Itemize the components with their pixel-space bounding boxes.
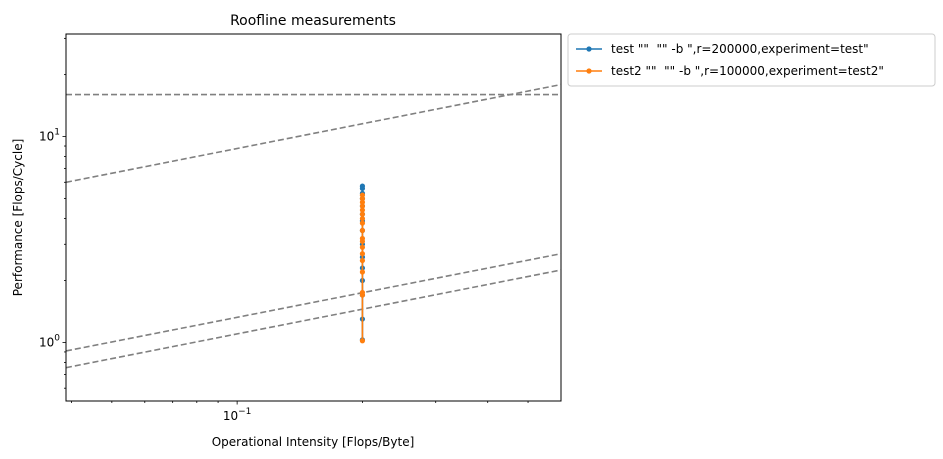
legend-box xyxy=(567,33,936,87)
series-2-point xyxy=(359,251,366,257)
series-1-point xyxy=(359,185,366,192)
roofline-line-4 xyxy=(66,269,561,369)
x-tick-label: 10−1 xyxy=(223,407,252,423)
roofline-line-2 xyxy=(66,83,561,184)
legend-entry-label: test2 "" "" -b ",r=100000,experiment=tes… xyxy=(611,64,884,78)
series-2-point xyxy=(359,227,366,234)
x-axis-ticks: 10−1 xyxy=(71,401,529,423)
series-2-point xyxy=(359,220,366,226)
legend-swatch-marker xyxy=(586,68,592,74)
y-tick-label: 101 xyxy=(39,128,60,144)
plot-frame xyxy=(65,33,562,402)
series-2-point xyxy=(359,195,366,202)
series-2-point xyxy=(359,292,366,298)
series-2-point xyxy=(359,203,366,209)
x-axis-label: Operational Intensity [Flops/Byte] xyxy=(212,435,415,449)
legend-entry-label: test "" "" -b ",r=200000,experiment=test… xyxy=(611,42,869,56)
y-axis-label: Performance [Flops/Cycle] xyxy=(11,139,25,297)
legend-swatch-marker xyxy=(586,46,592,52)
series-2-point xyxy=(359,211,366,217)
roofline-lines xyxy=(66,83,561,369)
series-2-point xyxy=(359,215,366,222)
series-2-point xyxy=(359,269,366,275)
series-2-point xyxy=(359,257,366,264)
chart-title: Roofline measurements xyxy=(230,13,396,29)
roofline-line-3 xyxy=(66,252,561,352)
legend: test "" "" -b ",r=200000,experiment=test… xyxy=(567,33,936,87)
series-2-point xyxy=(359,244,366,250)
series-2-point xyxy=(359,338,366,344)
y-tick-label: 100 xyxy=(39,334,60,350)
y-axis-ticks: 100 101 xyxy=(39,37,66,389)
series-2-point xyxy=(359,207,366,213)
series-2-point xyxy=(359,199,366,205)
data-series xyxy=(359,183,366,344)
series-2-point xyxy=(359,238,366,244)
